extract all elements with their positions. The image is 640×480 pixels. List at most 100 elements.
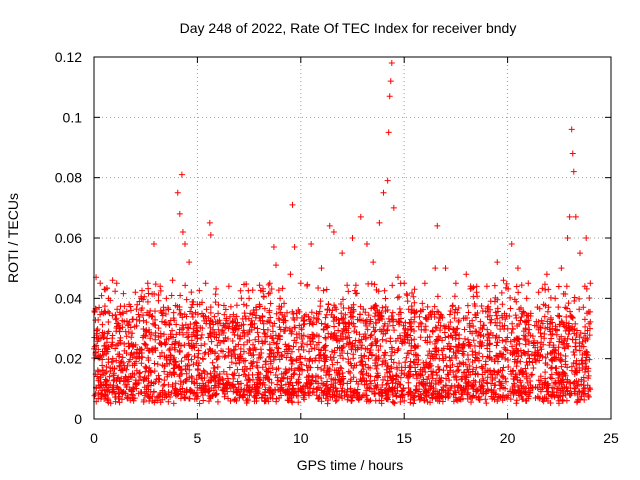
data-point (403, 354, 410, 361)
data-point (306, 348, 313, 355)
data-point (430, 390, 437, 397)
data-point (245, 371, 252, 378)
data-point (360, 317, 367, 324)
data-point (568, 126, 575, 133)
data-point (419, 300, 426, 307)
data-point (564, 343, 571, 350)
data-point (442, 265, 449, 272)
data-point (97, 379, 104, 386)
data-point (254, 381, 261, 388)
data-point (465, 336, 472, 343)
data-point (492, 319, 499, 326)
x-tick-label: 25 (603, 430, 619, 446)
data-point (517, 377, 524, 384)
data-point (513, 298, 520, 305)
data-point (297, 359, 304, 366)
data-point (564, 235, 571, 241)
data-point (483, 400, 490, 407)
data-point (484, 367, 491, 374)
data-point (340, 296, 347, 303)
data-point (119, 324, 126, 331)
data-point (471, 301, 478, 308)
data-point (172, 380, 179, 387)
data-point (215, 384, 222, 391)
data-point (326, 366, 333, 373)
data-point (510, 389, 517, 396)
data-point (523, 370, 530, 377)
data-point (324, 306, 331, 313)
data-point (191, 333, 198, 340)
data-point (502, 375, 509, 382)
data-point (485, 331, 492, 338)
data-point (152, 308, 159, 315)
data-point (329, 361, 336, 368)
data-point (113, 357, 120, 364)
data-point (387, 373, 394, 380)
data-point (287, 271, 294, 278)
data-point (484, 380, 491, 387)
data-point (161, 319, 168, 326)
data-point (174, 189, 181, 196)
data-point (133, 306, 140, 313)
data-point (514, 376, 521, 383)
data-point (157, 307, 164, 314)
data-point (150, 241, 157, 248)
data-point (224, 335, 231, 342)
data-point (235, 381, 242, 388)
data-point (507, 294, 514, 301)
data-point (296, 322, 303, 329)
data-point (446, 346, 453, 353)
data-point (491, 282, 498, 289)
data-point (130, 392, 137, 399)
data-point (286, 390, 293, 397)
data-point (357, 311, 364, 318)
data-point (108, 343, 115, 350)
y-tick-label: 0.08 (55, 170, 82, 186)
data-point (127, 373, 134, 380)
data-point (105, 399, 112, 406)
data-point (480, 388, 487, 395)
data-point (541, 395, 548, 402)
data-point (525, 338, 532, 345)
data-point (455, 305, 462, 312)
data-point (197, 324, 204, 331)
data-point (257, 380, 264, 387)
data-point (260, 320, 267, 327)
data-point (211, 382, 218, 389)
data-point (411, 286, 418, 293)
data-point (127, 307, 134, 314)
data-point (499, 301, 506, 308)
data-point (460, 340, 467, 347)
data-point (504, 356, 511, 363)
data-point (389, 282, 396, 289)
data-point (236, 353, 243, 360)
data-point (95, 375, 102, 382)
data-point (401, 339, 408, 346)
data-point (103, 386, 110, 393)
data-point (252, 336, 259, 343)
data-point (293, 310, 300, 317)
data-point (586, 325, 593, 332)
data-point (401, 280, 408, 287)
data-point (486, 312, 493, 319)
data-point (583, 363, 590, 370)
data-point (293, 357, 300, 364)
data-point (569, 326, 576, 333)
data-point (440, 345, 447, 352)
data-point (558, 363, 565, 370)
data-point (286, 346, 293, 353)
data-point (323, 286, 330, 293)
data-point (163, 295, 170, 302)
data-point (105, 318, 112, 325)
data-point (280, 317, 287, 324)
data-point (544, 318, 551, 325)
data-point (305, 376, 312, 383)
data-point (103, 377, 110, 384)
data-point (494, 315, 501, 322)
data-point (478, 364, 485, 371)
data-point (138, 347, 145, 354)
data-point (200, 397, 207, 404)
data-point (234, 378, 241, 385)
data-point (300, 321, 307, 328)
data-point (227, 385, 234, 392)
